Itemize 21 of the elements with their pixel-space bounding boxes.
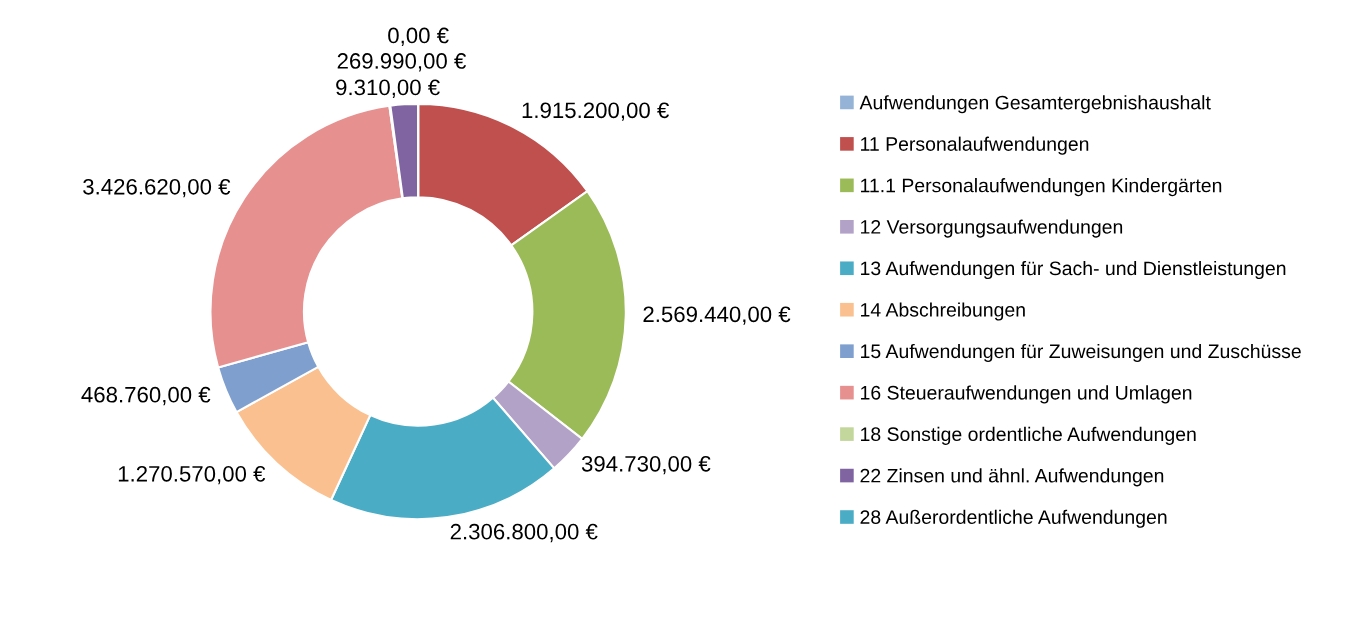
legend-label: 18 Sonstige ordentliche Aufwendungen <box>861 426 1196 445</box>
data-label: 1.270.570,00 € <box>118 465 266 485</box>
data-label: 9.310,00 € <box>336 79 440 98</box>
legend-label: 22 Zinsen und ähnl. Aufwendungen <box>860 468 1164 487</box>
data-label: 2.569.440,00 € <box>643 306 791 325</box>
legend-label: 14 Abschreibungen <box>861 302 1025 321</box>
data-label: 3.426.620,00 € <box>83 178 231 198</box>
data-label: 468.760,00 € <box>81 386 211 406</box>
legend-label: Aufwendungen Gesamtergebnishaushalt <box>859 95 1211 114</box>
data-label: 394.730,00 € <box>581 455 711 475</box>
legend-label: 13 Aufwendungen für Sach- und Dienstleistungen <box>861 260 1286 280</box>
text: 0,00 € <box>388 27 449 46</box>
data-label: 1.915.200,00 € <box>522 102 669 121</box>
legend-label: 28 Außerordentliche Aufwendungen <box>860 509 1167 528</box>
legend-label: 11 Personalaufwendungen <box>861 136 1089 155</box>
data-label: 2.306.800,00 € <box>450 523 598 543</box>
data-label: 269.990,00 € <box>337 53 466 72</box>
legend-label: 12 Versorgungsaufwendungen <box>861 219 1123 238</box>
legend-label: 11.1 Personalaufwendungen Kindergärten <box>861 178 1222 197</box>
legend-label: 16 Steueraufwendungen und Umlagen <box>861 385 1192 404</box>
legend-label: 15 Aufwendungen für Zuweisungen und Zuschüsse <box>861 343 1301 363</box>
